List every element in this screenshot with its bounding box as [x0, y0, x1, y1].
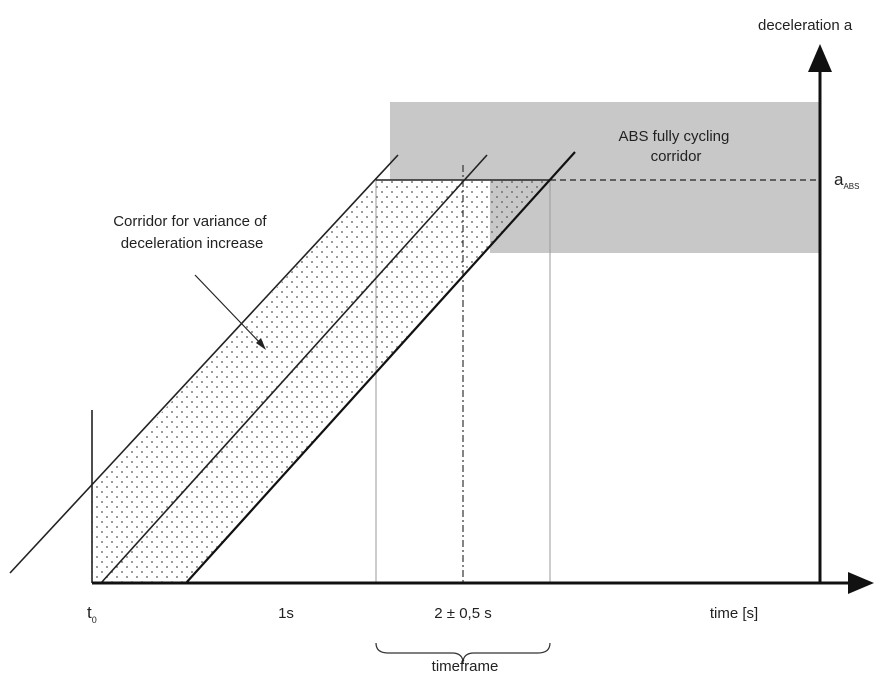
variance-corridor-fill	[92, 180, 550, 583]
t0-label: t0	[87, 603, 97, 625]
nominal-line	[100, 154, 488, 584]
timeframe-brace	[375, 642, 551, 664]
early-limit-line	[9, 154, 399, 574]
abs-corridor-band	[390, 102, 820, 253]
x-axis-arrowhead	[848, 572, 874, 594]
one-second-label: 1s	[278, 605, 294, 622]
timeframe-label: timeframe	[432, 658, 499, 674]
a-abs-label: aABS	[834, 170, 859, 191]
y-axis-label: deceleration a	[758, 17, 853, 34]
y-axis-arrowhead	[808, 44, 832, 72]
variance-corridor-label: Corridor for variance of deceleration in…	[113, 213, 271, 252]
abs-corridor-label: ABS fully cycling corridor	[618, 128, 733, 165]
two-second-label: 2 ± 0,5 s	[434, 605, 491, 622]
late-limit-line	[185, 151, 576, 584]
x-axis-label: time [s]	[710, 605, 758, 622]
annotation-arrow	[194, 274, 266, 350]
